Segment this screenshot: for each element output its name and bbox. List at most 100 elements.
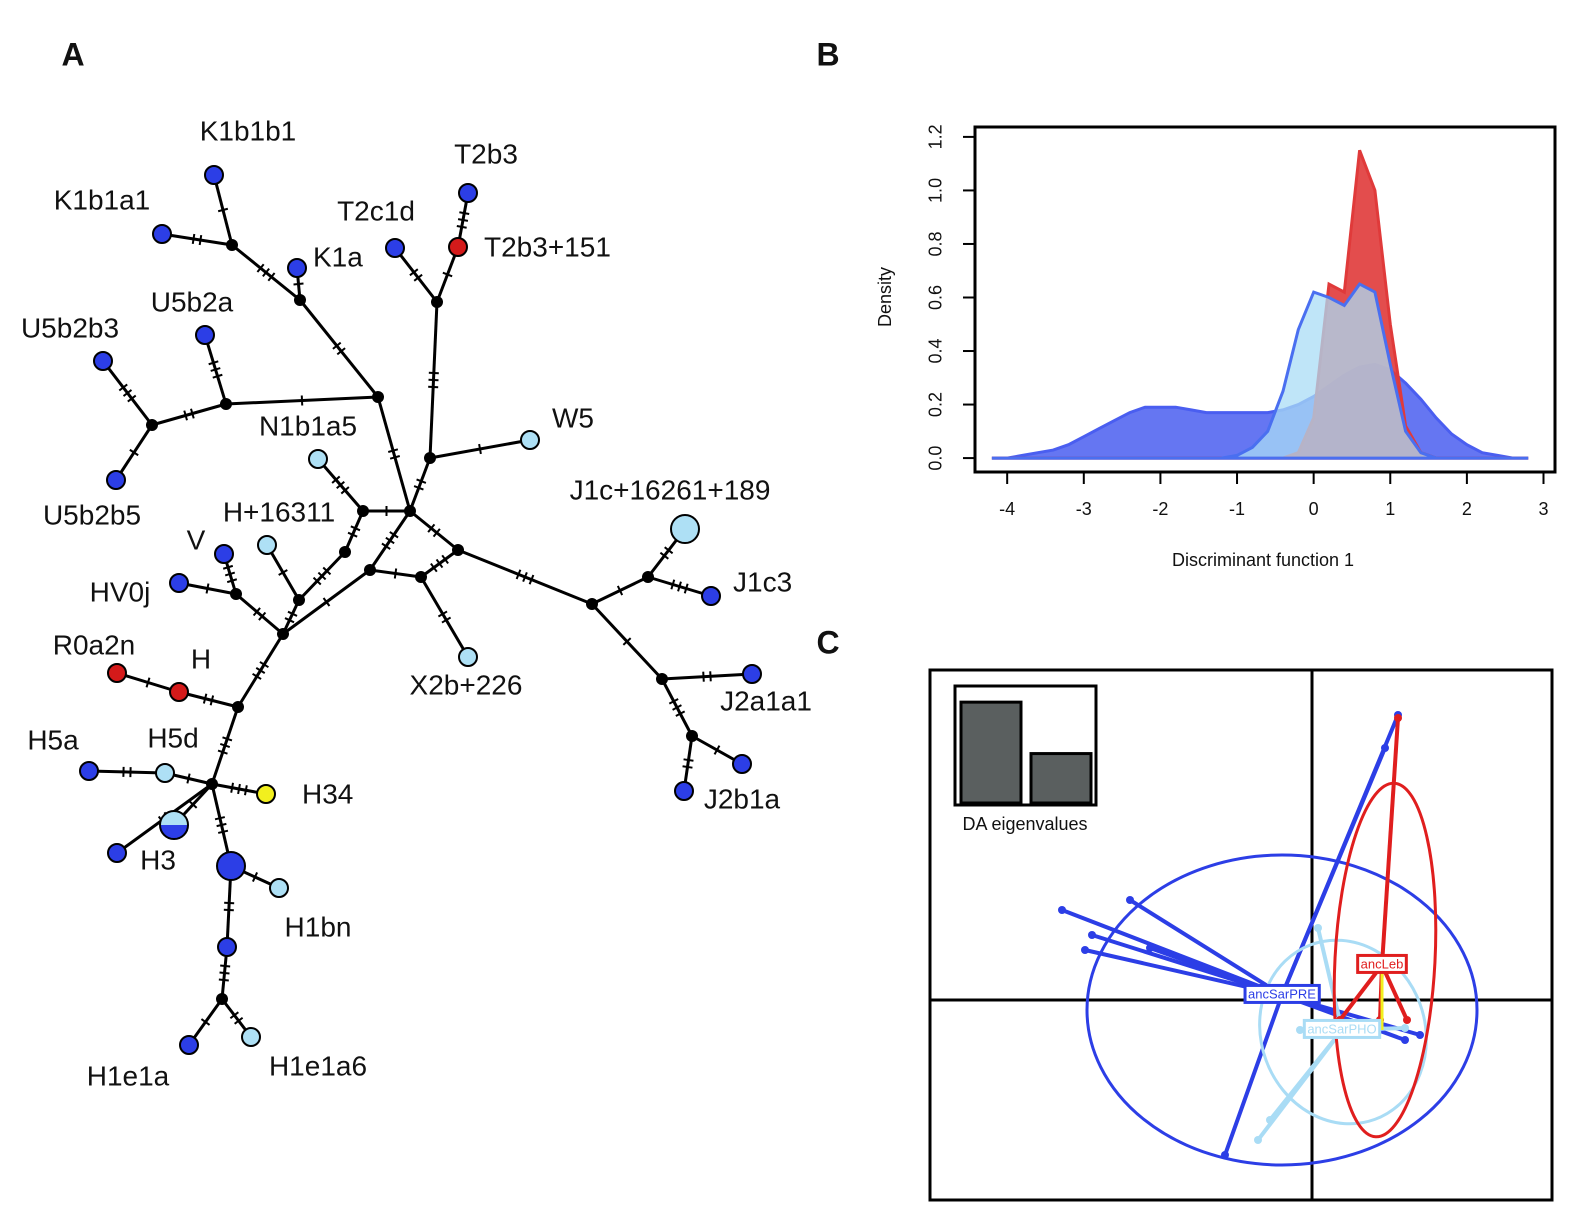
mutation-tick (191, 409, 194, 419)
eigen-bar (961, 702, 1021, 803)
junction (686, 730, 698, 742)
junction (357, 505, 369, 517)
node (160, 825, 188, 839)
edge (152, 404, 226, 425)
mutation-tick (685, 584, 688, 594)
node-label: H5d (147, 722, 198, 753)
star-link (1270, 1030, 1342, 1120)
mutation-tick (218, 831, 228, 833)
node-label: K1a (313, 241, 363, 272)
mutation-tick (209, 361, 219, 364)
mutation-tick (678, 582, 681, 592)
x-tick-label: -2 (1152, 499, 1168, 519)
y-tick-label: 0.6 (926, 285, 946, 310)
point (1401, 1024, 1409, 1032)
y-tick-label: 1.0 (926, 178, 946, 203)
node-label: HV0j (90, 576, 151, 607)
mutation-tick (218, 209, 228, 211)
node-label: J1c3 (733, 566, 792, 597)
node (702, 587, 720, 605)
junction (232, 701, 244, 713)
node-label: H (191, 643, 211, 674)
mutation-tick (459, 212, 469, 214)
node (108, 844, 126, 862)
y-axis-title: Density (875, 267, 895, 327)
group-label: ancSarPHO (1307, 1021, 1376, 1036)
edge (300, 300, 378, 397)
eigen-bar (1031, 754, 1091, 803)
point (1058, 906, 1066, 914)
network: K1b1b1K1b1a1T2b3T2c1dT2b3+151K1aU5b2aU5b… (21, 115, 812, 1091)
mutation-tick (388, 449, 398, 452)
node-label: W5 (552, 402, 594, 433)
point (1254, 1136, 1262, 1144)
x-tick-label: 2 (1462, 499, 1472, 519)
node (170, 683, 188, 701)
node-label: H3 (140, 844, 176, 875)
mutation-tick (211, 368, 221, 371)
edge (236, 594, 283, 634)
mutation-tick (710, 671, 711, 681)
mutation-tick (395, 569, 396, 579)
node (170, 574, 188, 592)
junction (339, 546, 351, 558)
node-label: K1b1a1 (54, 184, 151, 215)
point (1296, 1026, 1304, 1034)
point (1088, 931, 1096, 939)
node (449, 238, 467, 256)
panel-letter: C (816, 624, 839, 660)
x-tick-label: -1 (1229, 499, 1245, 519)
node (242, 1028, 260, 1046)
mutation-tick (217, 824, 227, 826)
group-label: ancLeb (1361, 956, 1404, 971)
mutation-tick (204, 694, 206, 704)
y-tick-label: 0.8 (926, 231, 946, 256)
node-label: R0a2n (53, 629, 136, 660)
mutation-tick (227, 579, 237, 582)
group-ellipse (1087, 855, 1477, 1165)
junction (216, 993, 228, 1005)
node-label: K1b1b1 (200, 115, 297, 146)
mutation-tick (220, 966, 230, 967)
y-tick-label: 0.4 (926, 339, 946, 364)
star-link (1318, 928, 1342, 1030)
junction (424, 452, 436, 464)
mutation-tick (238, 784, 240, 794)
mutation-tick (294, 284, 304, 285)
node (671, 515, 699, 543)
node (288, 259, 306, 277)
junction (431, 296, 443, 308)
junction (146, 419, 158, 431)
mutation-tick (683, 766, 693, 767)
point (1403, 1016, 1411, 1024)
junction (230, 588, 242, 600)
junction (586, 598, 598, 610)
mutation-tick (187, 774, 189, 784)
mutation-tick (225, 573, 235, 576)
node (180, 1036, 198, 1054)
node-label: V (187, 524, 206, 555)
point (1126, 896, 1134, 904)
node (215, 545, 233, 563)
mutation-tick (223, 566, 233, 569)
edge (410, 458, 430, 511)
mutation-tick (671, 580, 674, 590)
edge (89, 771, 165, 773)
edge (662, 674, 752, 679)
edge (395, 248, 437, 302)
node (270, 879, 288, 897)
mutation-tick (245, 785, 247, 795)
node-label: U5b2b5 (43, 499, 141, 530)
node (459, 184, 477, 202)
x-tick-label: 3 (1538, 499, 1548, 519)
junction (642, 571, 654, 583)
y-tick-label: 0.0 (926, 446, 946, 471)
point (1221, 1151, 1229, 1159)
node (733, 755, 751, 773)
point (1401, 1036, 1409, 1044)
x-tick-label: -3 (1076, 499, 1092, 519)
mutation-tick (220, 973, 230, 974)
mutation-tick (213, 375, 223, 378)
